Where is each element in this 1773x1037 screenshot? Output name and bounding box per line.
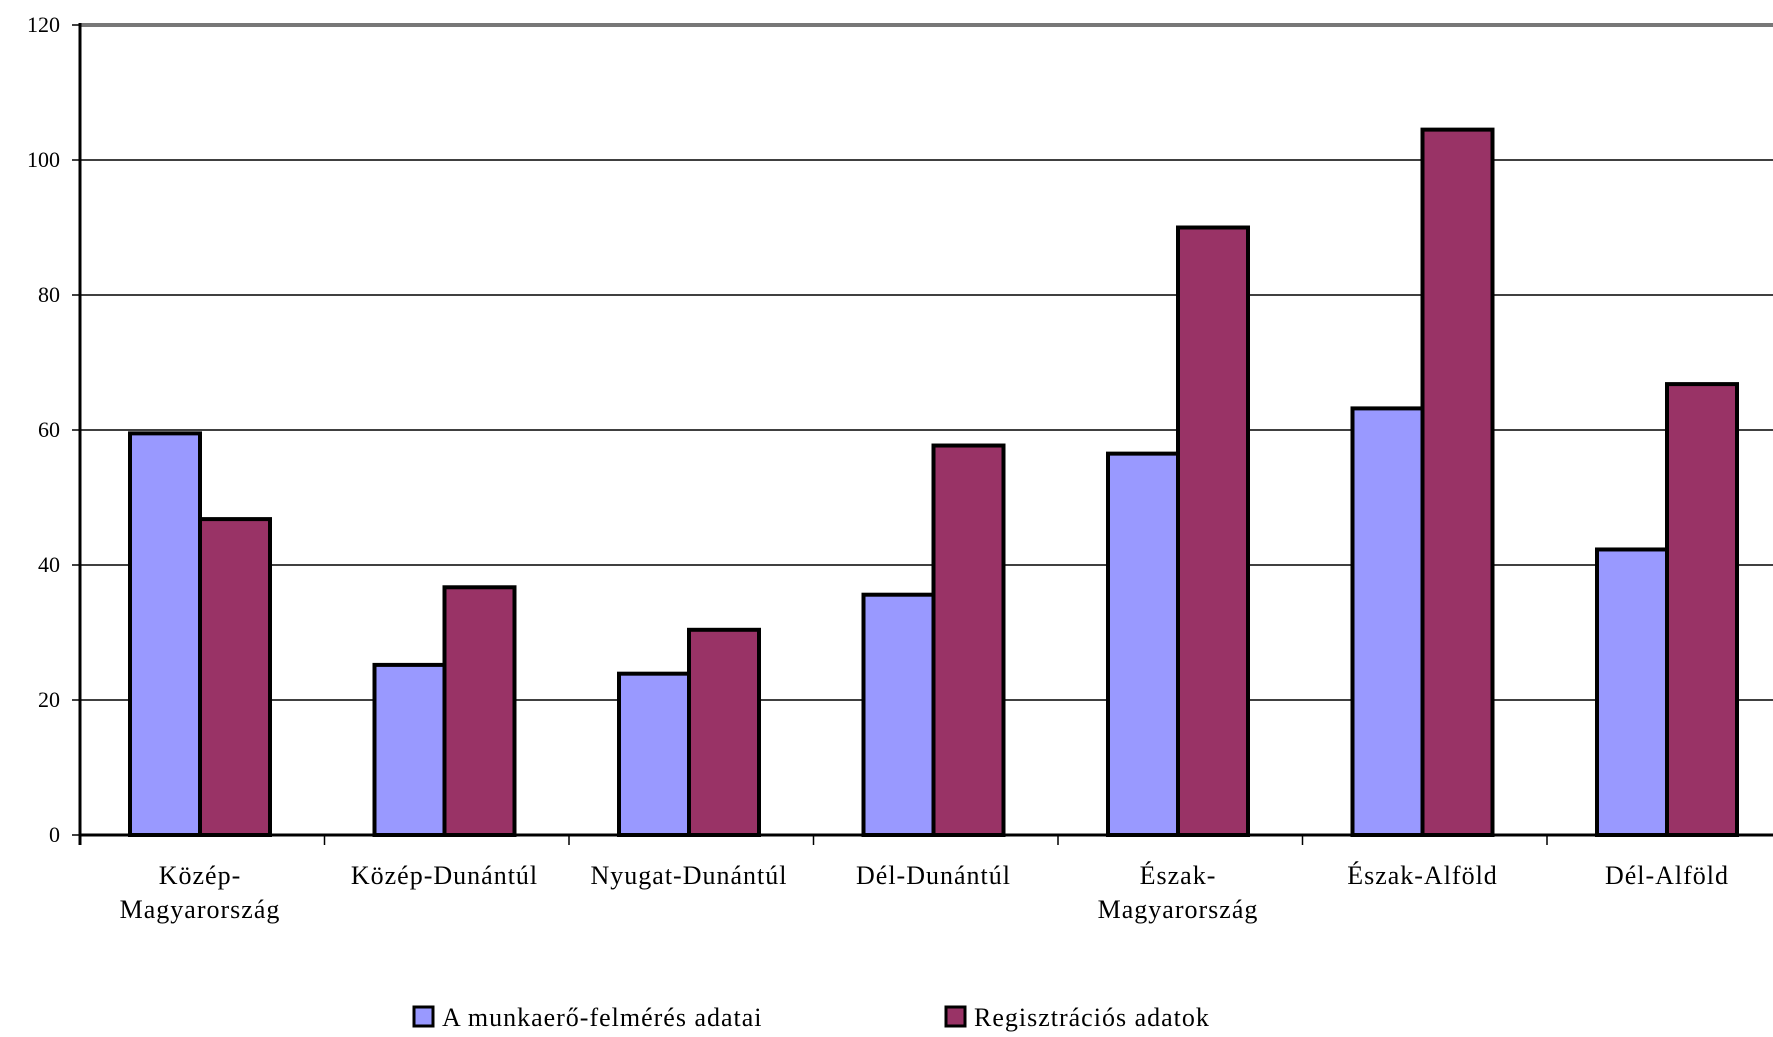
legend-label: A munkaerő-felmérés adatai bbox=[442, 1003, 763, 1032]
y-tick-label: 120 bbox=[27, 12, 60, 37]
bar-regisztracios bbox=[442, 585, 517, 838]
y-tick-label: 60 bbox=[38, 417, 60, 442]
category-label: Magyarország bbox=[120, 895, 281, 924]
category-labels: Közép- Magyarország Közép-Dunántúl Nyugat-D… bbox=[120, 861, 1729, 924]
bar-munkaero bbox=[1106, 451, 1180, 837]
y-tick-labels: 0 20 40 60 80 100 120 bbox=[27, 12, 60, 847]
bar-regisztracios bbox=[1176, 225, 1250, 837]
bars bbox=[128, 127, 1739, 838]
y-tick-label: 80 bbox=[38, 282, 60, 307]
legend-swatch bbox=[412, 1005, 435, 1028]
category-label: Magyarország bbox=[1098, 895, 1259, 924]
category-label: Közép- bbox=[159, 861, 242, 890]
bar-munkaero bbox=[1350, 406, 1425, 837]
bar-munkaero bbox=[128, 431, 202, 837]
gridlines bbox=[80, 23, 1773, 701]
legend: A munkaerő-felmérés adatai Regisztrációs … bbox=[412, 1003, 1210, 1032]
bar-munkaero bbox=[617, 671, 691, 837]
category-label: Dél-Dunántúl bbox=[856, 861, 1011, 890]
category-label: Közép-Dunántúl bbox=[351, 861, 538, 890]
bar-munkaero bbox=[372, 662, 447, 838]
category-label: Észak-Alföld bbox=[1347, 861, 1498, 890]
category-label: Észak- bbox=[1140, 861, 1217, 890]
y-tick-label: 40 bbox=[38, 552, 60, 577]
bar-munkaero bbox=[1595, 547, 1669, 837]
bar-regisztracios bbox=[687, 627, 761, 837]
bar-regisztracios bbox=[1420, 127, 1495, 837]
bar-regisztracios bbox=[931, 443, 1006, 837]
legend-label: Regisztrációs adatok bbox=[974, 1003, 1210, 1032]
category-label: Nyugat-Dunántúl bbox=[591, 861, 788, 890]
y-tick-label: 100 bbox=[27, 147, 60, 172]
bar-regisztracios bbox=[198, 517, 272, 837]
bar-munkaero bbox=[861, 592, 936, 838]
category-label: Dél-Alföld bbox=[1605, 861, 1729, 890]
legend-swatch bbox=[944, 1005, 967, 1028]
y-tick-label: 20 bbox=[38, 687, 60, 712]
axes bbox=[72, 23, 1773, 845]
bar-regisztracios bbox=[1665, 382, 1739, 837]
y-tick-label: 0 bbox=[49, 822, 60, 847]
